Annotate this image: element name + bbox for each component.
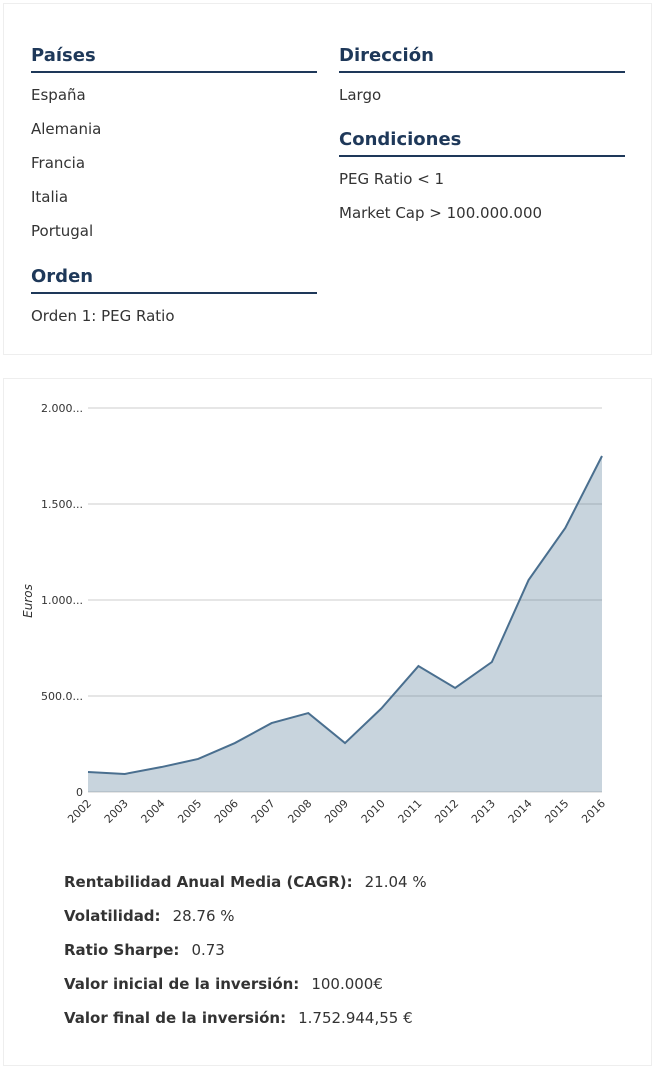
stat-value: 100.000€ xyxy=(311,975,383,993)
x-tick-label: 2013 xyxy=(469,797,498,826)
x-tick-label: 2005 xyxy=(175,797,204,826)
list-item: Francia xyxy=(31,154,86,172)
list-item: Portugal xyxy=(31,222,94,240)
list-item: Largo xyxy=(339,86,382,104)
x-tick-label: 2006 xyxy=(212,797,241,826)
stat-value: 1.752.944,55 € xyxy=(298,1009,413,1027)
y-tick-label: 1.500... xyxy=(41,498,83,511)
stat-label: Volatilidad: xyxy=(64,907,161,925)
x-tick-label: 2015 xyxy=(542,797,571,826)
y-tick-label: 1.000... xyxy=(41,594,83,607)
x-tick-label: 2007 xyxy=(249,797,278,826)
stat-row: Volatilidad: 28.76 % xyxy=(64,904,235,928)
stat-row: Rentabilidad Anual Media (CAGR): 21.04 % xyxy=(64,870,427,894)
chart: Euros 0 500.0... 1.000... 1.500... 2.000... 2… xyxy=(21,402,608,826)
list-item: PEG Ratio < 1 xyxy=(339,170,445,188)
list-item: Orden 1: PEG Ratio xyxy=(31,307,175,325)
x-tick-label: 2012 xyxy=(432,797,461,826)
area xyxy=(88,456,602,792)
y-tick-label: 500.0... xyxy=(41,690,83,703)
x-tick-label: 2002 xyxy=(65,797,94,826)
stat-value: 0.73 xyxy=(191,941,225,959)
section-title: Dirección xyxy=(339,41,625,73)
stat-label: Rentabilidad Anual Media (CAGR): xyxy=(64,873,353,891)
x-tick-label: 2014 xyxy=(506,797,535,826)
x-tick-label: 2010 xyxy=(359,797,388,826)
stat-value: 21.04 % xyxy=(364,873,427,891)
x-tick-label: 2008 xyxy=(285,797,314,826)
y-axis-label: Euros xyxy=(21,584,35,618)
criteria-panel: Países España Alemania Francia Italia Portuga… xyxy=(3,3,652,355)
list-item: Alemania xyxy=(31,120,102,138)
y-tick-label: 0 xyxy=(76,786,83,799)
stat-label: Valor inicial de la inversión: xyxy=(64,975,300,993)
section-title: Países xyxy=(31,41,317,73)
stat-row: Ratio Sharpe: 0.73 xyxy=(64,938,225,962)
section: Países España Alemania Francia Italia Portuga… xyxy=(31,41,317,248)
stat-row: Valor inicial de la inversión: 100.000€ xyxy=(64,972,383,996)
section-title: Orden xyxy=(31,262,317,294)
x-tick-label: 2016 xyxy=(579,797,608,826)
y-tick-label: 2.000... xyxy=(41,402,83,415)
x-tick-label: 2009 xyxy=(322,797,351,826)
section-title: Condiciones xyxy=(339,125,625,157)
stat-label: Valor final de la inversión: xyxy=(64,1009,287,1027)
x-tick-label: 2003 xyxy=(102,797,131,826)
x-tick-label: 2004 xyxy=(139,797,168,826)
x-tick-label: 2011 xyxy=(396,797,425,826)
stat-value: 28.76 % xyxy=(172,907,235,925)
section: Condiciones PEG Ratio < 1 Market Cap > 100… xyxy=(339,125,625,230)
stat-label: Ratio Sharpe: xyxy=(64,941,180,959)
list-item: Italia xyxy=(31,188,69,206)
stat-row: Valor final de la inversión: 1.752.944,55… xyxy=(64,1006,413,1030)
section: Dirección Largo xyxy=(339,41,625,112)
list-item: Market Cap > 100.000.000 xyxy=(339,204,543,222)
list-item: España xyxy=(31,86,86,104)
section: Orden Orden 1: PEG Ratio xyxy=(31,262,317,333)
chart-panel: Euros 0 500.0... 1.000... 1.500... 2.000... 2… xyxy=(3,378,652,1066)
line xyxy=(87,455,603,775)
